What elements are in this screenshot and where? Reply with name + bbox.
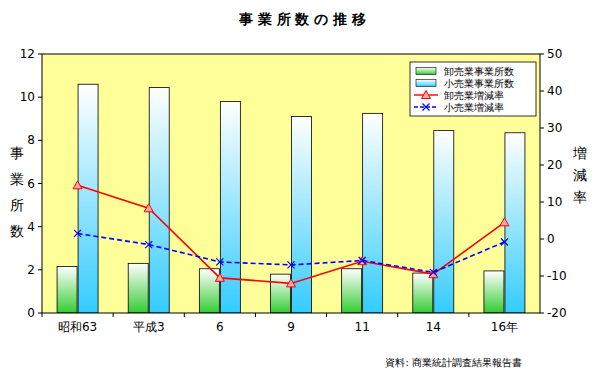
chart-root: 事 業 所 数 の 推 移 0 2 4 6 8 10 12 -20 -10 0 10 20 30 40 50 事… (0, 0, 605, 374)
x-tick (326, 313, 327, 317)
bar (505, 133, 525, 313)
y2-axis-label-char: 率 (573, 189, 587, 205)
marker (423, 104, 430, 111)
y-tick (38, 140, 42, 141)
x-tick-label: 11 (355, 320, 370, 334)
marker (215, 273, 224, 281)
y-tick-label: 8 (27, 133, 35, 147)
y2-tick-label: -10 (547, 269, 567, 283)
plot-background (42, 54, 540, 313)
legend-label: 小売業増減率 (444, 102, 504, 113)
marker (422, 91, 431, 99)
y2-tick (540, 91, 544, 92)
y-tick-label: 2 (27, 263, 35, 277)
legend: 卸売業事業所数小売業事業所数卸売業増減率小売業増減率 (410, 62, 536, 116)
y2-tick (540, 202, 544, 203)
y2-tick-label: 0 (547, 232, 555, 246)
x-tick-label: 9 (287, 320, 295, 334)
x-tick-label: 14 (426, 320, 441, 334)
bar (271, 274, 291, 313)
y-tick-label: 4 (27, 220, 35, 234)
marker (288, 261, 295, 268)
x-tick (113, 313, 114, 317)
x-tick (42, 313, 43, 317)
chart-svg: 事 業 所 数 の 推 移 0 2 4 6 8 10 12 -20 -10 0 10 20 30 40 50 事… (0, 0, 605, 374)
title: 事 業 所 数 の 推 移 (238, 11, 366, 27)
legend-label: 卸売業増減率 (444, 90, 504, 101)
y-tick (38, 313, 42, 314)
y-tick-label: 0 (27, 306, 35, 320)
y2-tick-label: 30 (547, 121, 562, 135)
bar (413, 273, 433, 313)
y-tick (38, 183, 42, 184)
y-tick (38, 54, 42, 55)
y2-tick (540, 313, 544, 314)
bar (78, 84, 98, 313)
line (78, 233, 505, 272)
bar (149, 87, 169, 313)
y-tick-label: 6 (27, 177, 35, 191)
x-tick-label: 昭和63 (58, 320, 97, 334)
x-tick (184, 313, 185, 317)
y2-tick (540, 239, 544, 240)
x-tick (255, 313, 256, 317)
bar (484, 271, 504, 313)
x-tick (468, 313, 469, 317)
y2-tick-label: 50 (547, 47, 562, 61)
marker (74, 230, 81, 237)
x-tick-label: 16年 (491, 320, 518, 334)
bar (363, 113, 383, 313)
y-axis-label-char: 数 (10, 223, 24, 239)
y2-tick-label: 20 (547, 158, 562, 172)
marker (144, 204, 153, 212)
y2-axis-label-char: 増 (572, 145, 587, 161)
y2-tick-label: 10 (547, 195, 562, 209)
y2-tick (540, 54, 544, 55)
y2-tick (540, 128, 544, 129)
x-tick-label: 平成3 (133, 320, 165, 334)
legend-box (410, 62, 536, 116)
y-tick (38, 226, 42, 227)
annotation: 資料: 商業統計調査結果報告書 (385, 357, 522, 368)
marker (500, 218, 509, 226)
y2-tick-label: 40 (547, 84, 562, 98)
y2-tick-label: -20 (547, 306, 567, 320)
marks (57, 84, 525, 313)
y-axis-label-char: 業 (10, 171, 24, 187)
y-tick-label: 10 (20, 90, 35, 104)
bar (292, 117, 312, 313)
y2-axis-label-char: 減 (573, 167, 587, 183)
y-tick-label: 12 (20, 47, 35, 61)
marker (216, 258, 223, 265)
line (78, 185, 505, 283)
bar (128, 263, 148, 313)
y2-tick (540, 276, 544, 277)
y-axis-label: 事業所数 (10, 145, 24, 239)
legend-label: 卸売業事業所数 (444, 66, 514, 77)
y2-tick (540, 165, 544, 166)
marker (359, 257, 366, 264)
bar (434, 131, 454, 313)
bar (342, 269, 362, 313)
marker (287, 279, 296, 287)
legend-label: 小売業事業所数 (444, 78, 514, 89)
y-tick (38, 269, 42, 270)
marker (73, 181, 82, 189)
marker (145, 241, 152, 248)
legend-swatch (416, 68, 436, 75)
bar (57, 267, 77, 313)
y2-axis-label: 増減率 (572, 145, 587, 205)
marker (501, 238, 508, 245)
marker (430, 269, 437, 276)
y-tick (38, 97, 42, 98)
x-tick-label: 6 (216, 320, 224, 334)
legend-swatch (416, 80, 436, 87)
plot-frame (42, 54, 540, 313)
x-tick (397, 313, 398, 317)
y-axis-label-char: 所 (10, 197, 24, 213)
y-axis-label-char: 事 (10, 145, 24, 161)
